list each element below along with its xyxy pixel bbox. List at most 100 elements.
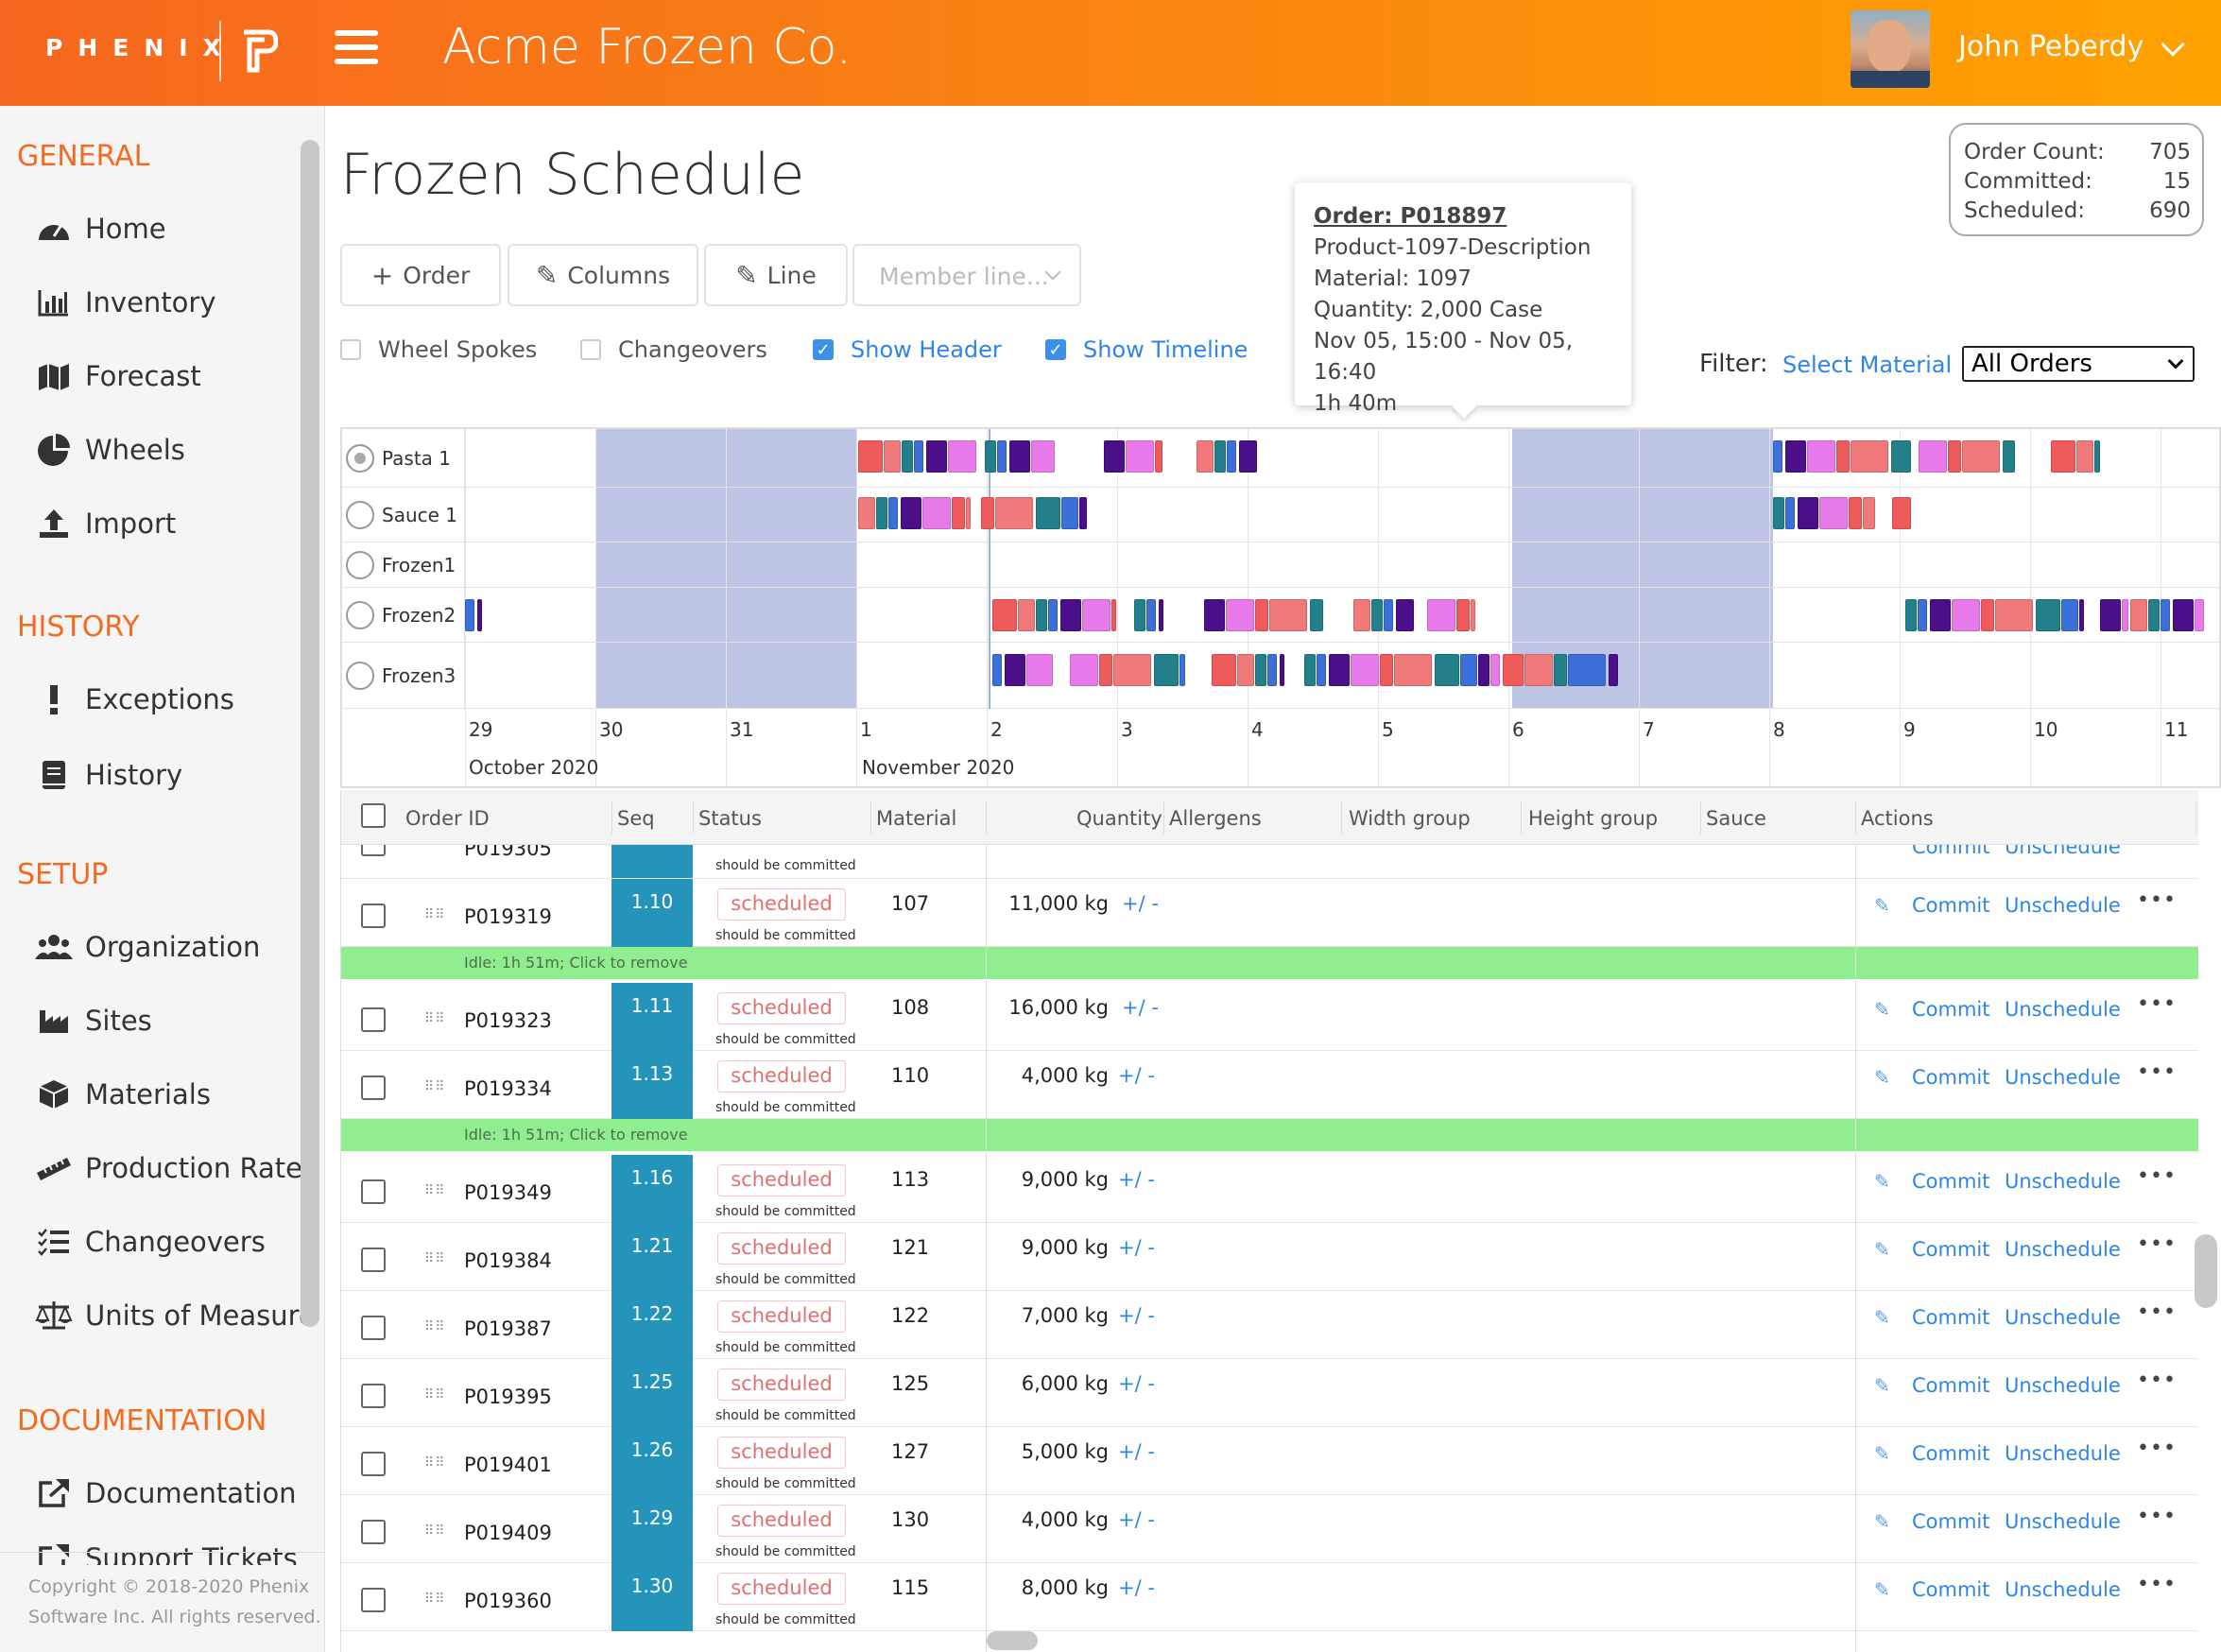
order-block[interactable] <box>1155 440 1162 473</box>
order-block[interactable] <box>2079 599 2084 631</box>
order-block[interactable] <box>2076 440 2093 473</box>
edit-icon[interactable]: ✎ <box>1874 1170 1890 1193</box>
more-actions-icon[interactable]: ••• <box>2137 1232 2177 1256</box>
order-block[interactable] <box>1394 654 1432 686</box>
order-block[interactable] <box>1227 440 1236 473</box>
unschedule-button[interactable]: Unschedule <box>2005 1170 2121 1193</box>
sidebar-item-exceptions[interactable]: Exceptions <box>34 679 234 720</box>
order-block[interactable] <box>1154 654 1179 686</box>
commit-button[interactable]: Commit <box>1912 1510 1990 1533</box>
order-block[interactable] <box>1269 599 1307 631</box>
drag-handle-icon[interactable]: ⠿⠿ <box>424 1387 446 1402</box>
unschedule-button[interactable]: Unschedule <box>2005 998 2121 1021</box>
row-checkbox[interactable] <box>361 1179 386 1204</box>
order-block[interactable] <box>1317 654 1326 686</box>
order-block[interactable] <box>1460 654 1477 686</box>
order-block[interactable] <box>1070 654 1098 686</box>
changeovers-checkbox[interactable]: Changeovers <box>580 336 767 363</box>
member-line-select[interactable]: Member line... <box>852 244 1081 306</box>
drag-handle-icon[interactable]: ⠿⠿ <box>424 907 446 922</box>
order-block[interactable] <box>1851 440 1888 473</box>
more-actions-icon[interactable]: ••• <box>2137 1505 2177 1528</box>
row-checkbox[interactable] <box>361 903 386 928</box>
commit-button[interactable]: Commit <box>1912 1170 1990 1193</box>
order-block[interactable] <box>1981 599 1994 631</box>
add-order-button[interactable]: + Order <box>340 244 501 306</box>
edit-icon[interactable]: ✎ <box>1874 1510 1890 1533</box>
edit-icon[interactable]: ✎ <box>1874 1306 1890 1329</box>
edit-icon[interactable]: ✎ <box>1874 1238 1890 1261</box>
drag-handle-icon[interactable]: ⠿⠿ <box>424 1183 446 1198</box>
more-actions-icon[interactable]: ••• <box>2137 1060 2177 1084</box>
select-all-checkbox[interactable] <box>361 803 386 828</box>
order-block[interactable] <box>1329 654 1350 686</box>
order-block[interactable] <box>1836 440 1850 473</box>
order-block[interactable] <box>1226 599 1254 631</box>
table-row[interactable]: P019305 should be committed Commit Unsch… <box>341 845 2198 879</box>
order-block[interactable] <box>985 440 996 473</box>
order-block[interactable] <box>1773 440 1782 473</box>
commit-button[interactable]: Commit <box>1912 1374 1990 1397</box>
order-block[interactable] <box>997 440 1007 473</box>
row-checkbox[interactable] <box>361 1316 386 1340</box>
order-block[interactable] <box>1919 440 1947 473</box>
row-checkbox[interactable] <box>361 1384 386 1408</box>
edit-icon[interactable]: ✎ <box>1874 998 1890 1021</box>
column-sauce[interactable]: Sauce <box>1706 807 1766 830</box>
more-actions-icon[interactable]: ••• <box>2137 1300 2177 1324</box>
table-row[interactable]: ⠿⠿ P019319 1.10 scheduled should be committe… <box>341 879 2198 947</box>
table-row[interactable]: ⠿⠿ P019360 1.30 scheduled should be committe… <box>341 1563 2198 1631</box>
order-block[interactable] <box>1255 599 1268 631</box>
drag-handle-icon[interactable]: ⠿⠿ <box>424 1251 446 1266</box>
order-block[interactable] <box>1798 497 1818 529</box>
more-actions-icon[interactable]: ••• <box>2137 992 2177 1016</box>
order-block[interactable] <box>1384 599 1393 631</box>
order-block[interactable] <box>2130 599 2147 631</box>
order-block[interactable] <box>1807 440 1835 473</box>
order-block[interactable] <box>1280 654 1284 686</box>
user-name[interactable]: John Peberdy <box>1958 30 2144 63</box>
order-block[interactable] <box>1918 599 1927 631</box>
commit-button[interactable]: Commit <box>1912 1066 1990 1089</box>
quantity-adjust-link[interactable]: +/ - <box>1118 1508 1155 1531</box>
order-block[interactable] <box>1267 654 1277 686</box>
drag-handle-icon[interactable]: ⠿⠿ <box>424 1011 446 1026</box>
table-row[interactable]: ⠿⠿ P019395 1.25 scheduled should be committe… <box>341 1359 2198 1427</box>
edit-icon[interactable]: ✎ <box>1874 1578 1890 1601</box>
order-block[interactable] <box>1773 497 1784 529</box>
drag-handle-icon[interactable]: ⠿⠿ <box>424 1455 446 1471</box>
order-block[interactable] <box>858 497 875 529</box>
unschedule-button[interactable]: Unschedule <box>2005 1306 2121 1329</box>
order-block[interactable] <box>1891 440 1911 473</box>
sidebar-item-organization[interactable]: Organization <box>34 926 260 968</box>
wheel-spokes-checkbox[interactable]: Wheel Spokes <box>340 336 537 363</box>
sidebar-item-home[interactable]: Home <box>34 208 166 250</box>
order-block[interactable] <box>1554 654 1567 686</box>
more-actions-icon[interactable]: ••• <box>2137 888 2177 912</box>
order-block[interactable] <box>1353 599 1370 631</box>
quantity-adjust-link[interactable]: +/ - <box>1122 892 1159 915</box>
sidebar-item-history[interactable]: History <box>34 754 182 796</box>
order-block[interactable] <box>1036 497 1060 529</box>
sidebar-item-inventory[interactable]: Inventory <box>34 282 216 323</box>
order-block[interactable] <box>2148 599 2160 631</box>
sidebar-item-support-tickets[interactable]: Support Tickets <box>34 1542 298 1565</box>
order-block[interactable] <box>1503 654 1524 686</box>
sidebar-scrollbar[interactable] <box>301 140 319 1327</box>
sidebar-item-documentation[interactable]: Documentation <box>34 1472 297 1514</box>
commit-button[interactable]: Commit <box>1912 894 1990 917</box>
unschedule-button[interactable]: Unschedule <box>2005 1510 2121 1533</box>
order-block[interactable] <box>1204 599 1225 631</box>
order-block[interactable] <box>1026 654 1053 686</box>
order-filter-select[interactable]: All Orders <box>1962 346 2195 382</box>
order-block[interactable] <box>1104 440 1125 473</box>
commit-button[interactable]: Commit <box>1912 1238 1990 1261</box>
order-block[interactable] <box>1995 599 2033 631</box>
quantity-adjust-link[interactable]: +/ - <box>1118 1576 1155 1599</box>
line-button[interactable]: ✎ Line <box>704 244 848 306</box>
check-icon[interactable]: ✓ <box>1045 339 1066 360</box>
order-block[interactable] <box>2122 599 2128 631</box>
order-block[interactable] <box>888 497 898 529</box>
order-block[interactable] <box>926 440 947 473</box>
order-block[interactable] <box>1396 599 1414 631</box>
